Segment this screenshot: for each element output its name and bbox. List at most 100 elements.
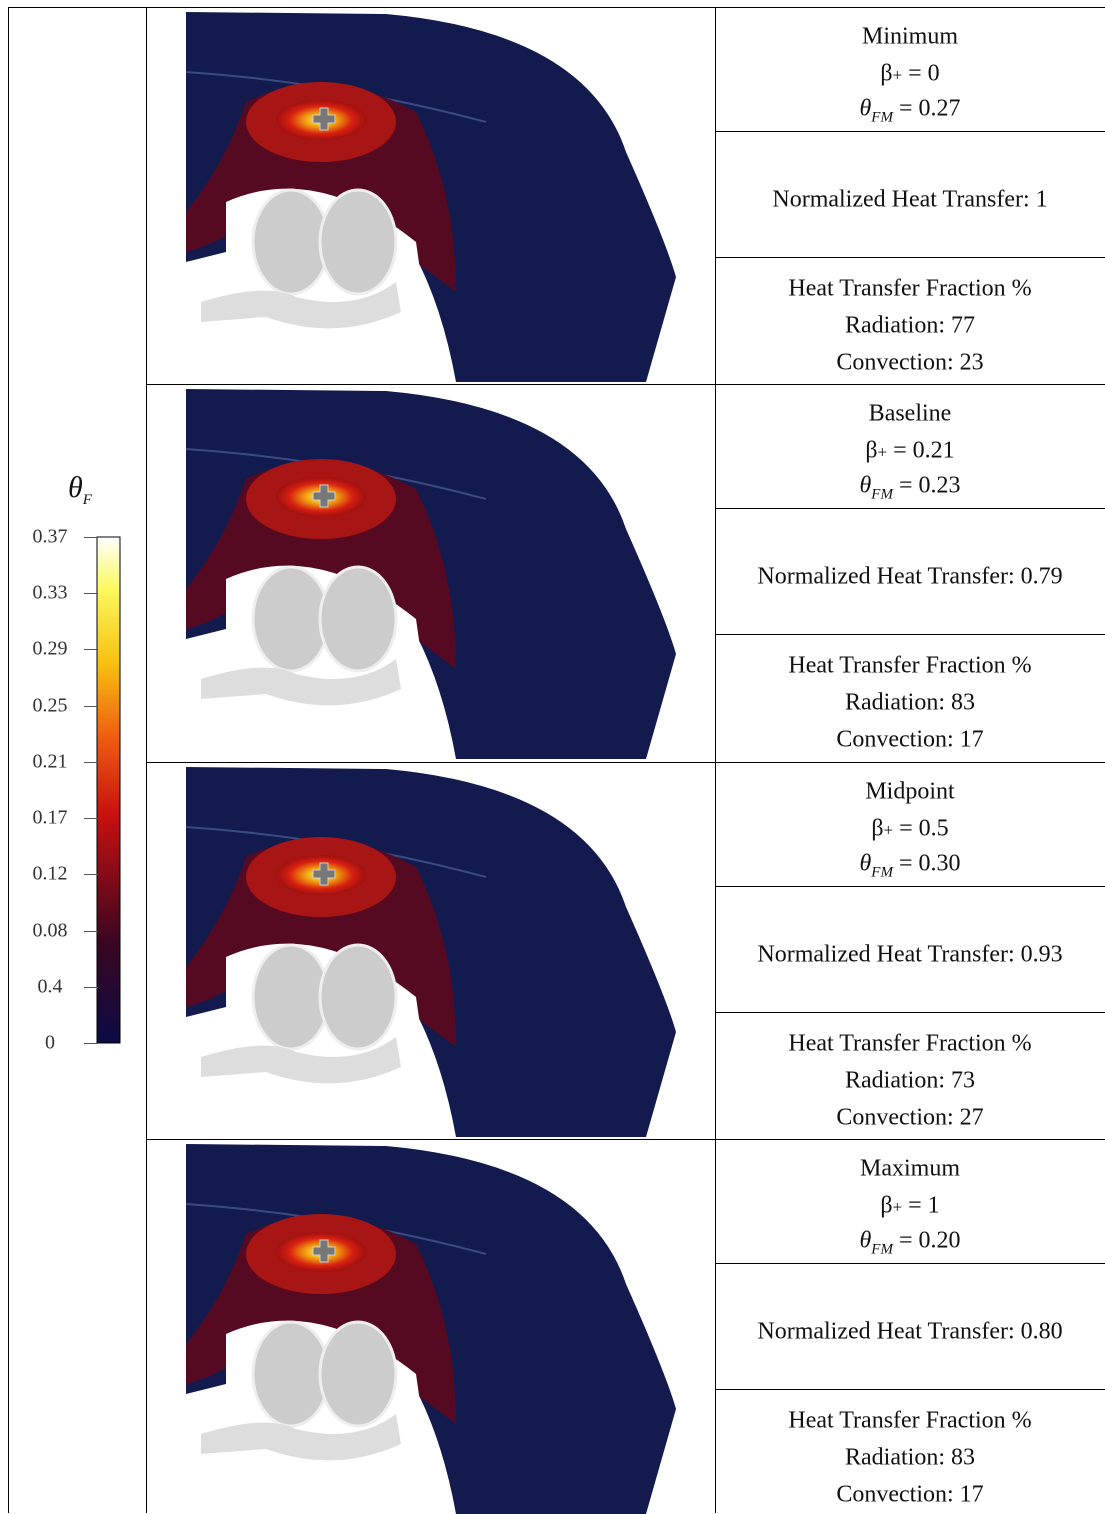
theta-line: θFM = 0.30 — [859, 850, 960, 881]
theta-symbol: θ — [859, 850, 872, 877]
equals: = — [893, 437, 907, 464]
radiation-line: Radiation: 77 — [845, 313, 975, 340]
equals: = — [898, 472, 913, 499]
beta-sub: + — [892, 65, 903, 85]
convection-line: Convection: 17 — [836, 1481, 983, 1508]
beta-line: β+ = 1 — [880, 1192, 939, 1219]
convection-label: Convection: — [836, 726, 954, 753]
colorbar-tick — [84, 593, 98, 595]
normalized-line: Normalized Heat Transfer: 0.79 — [757, 564, 1062, 591]
theta-sub: FM — [871, 109, 893, 126]
colorbar-tick-label: 0.29 — [32, 637, 68, 660]
radiation-label: Radiation: — [845, 1067, 945, 1094]
cell-border — [715, 885, 1105, 887]
colorbar-tick-label: 0.33 — [32, 581, 68, 604]
colorbar-tick — [84, 986, 98, 988]
normalized-label: Normalized Heat Transfer: — [757, 1318, 1015, 1345]
colorbar-tick — [84, 874, 98, 876]
normalized-label: Normalized Heat Transfer: — [772, 186, 1030, 213]
beta-value: 0.5 — [918, 815, 949, 842]
row-border — [146, 384, 1105, 386]
beta-symbol: β — [865, 437, 878, 464]
contour-image — [186, 1144, 676, 1514]
colorbar-tick-label: 0.12 — [32, 862, 68, 885]
beta-sub: + — [883, 820, 894, 840]
equals: = — [898, 1227, 913, 1254]
equals: = — [908, 1192, 922, 1219]
colorbar-tick — [84, 649, 98, 651]
theta-line: θFM = 0.23 — [859, 473, 960, 504]
cell-border — [715, 257, 1105, 258]
table-border — [715, 7, 716, 1513]
beta-symbol: β — [880, 1192, 893, 1219]
cell-border — [715, 1388, 1105, 1390]
theta-sub: FM — [871, 1241, 893, 1258]
normalized-value: 0.93 — [1020, 941, 1063, 968]
beta-line: β+ = 0.21 — [865, 438, 954, 465]
normalized-line: Normalized Heat Transfer: 1 — [772, 187, 1047, 214]
case-name: Baseline — [868, 400, 952, 427]
theta-symbol: θ — [859, 95, 872, 122]
beta-line: β+ = 0.5 — [871, 815, 948, 842]
colorbar-tick-label: 0.08 — [32, 919, 68, 942]
colorbar — [96, 536, 121, 1044]
contour-image — [186, 389, 676, 759]
radiation-value: 73 — [950, 1067, 975, 1094]
convection-line: Convection: 23 — [836, 350, 983, 377]
cell-border — [715, 634, 1105, 636]
equals: = — [898, 95, 913, 122]
beta-value: 1 — [927, 1192, 940, 1219]
theta-line: θFM = 0.27 — [859, 96, 960, 127]
colorbar-tick — [84, 1043, 98, 1044]
beta-line: β+ = 0 — [880, 61, 939, 88]
cell-border — [715, 1262, 1105, 1264]
fraction-title: Heat Transfer Fraction % — [788, 275, 1032, 302]
normalized-value: 0.80 — [1020, 1318, 1063, 1345]
colorbar-tick-label: 0.21 — [32, 750, 68, 773]
beta-value: 0 — [927, 60, 940, 87]
colorbar-tick — [84, 818, 98, 820]
cell-border — [715, 508, 1105, 510]
normalized-value: 1 — [1035, 186, 1048, 213]
convection-line: Convection: 17 — [836, 727, 983, 754]
radiation-value: 83 — [950, 689, 975, 716]
table-border — [8, 7, 1105, 8]
normalized-line: Normalized Heat Transfer: 0.93 — [757, 941, 1062, 968]
colorbar-tick — [84, 930, 98, 932]
radiation-label: Radiation: — [845, 312, 945, 339]
colorbar-tick — [84, 705, 98, 707]
convection-value: 17 — [959, 1481, 984, 1508]
theta-sub: FM — [871, 486, 893, 503]
colorbar-tick-label: 0.37 — [32, 525, 68, 548]
fraction-title: Heat Transfer Fraction % — [788, 1030, 1032, 1057]
beta-symbol: β — [880, 60, 893, 87]
equals: = — [899, 815, 913, 842]
radiation-value: 83 — [950, 1444, 975, 1471]
radiation-label: Radiation: — [845, 689, 945, 716]
convection-label: Convection: — [836, 1104, 954, 1131]
colorbar-tick — [84, 761, 98, 763]
theta-line: θFM = 0.20 — [859, 1227, 960, 1258]
case-name: Maximum — [860, 1155, 960, 1182]
colorbar-tick — [84, 537, 98, 538]
normalized-line: Normalized Heat Transfer: 0.80 — [757, 1318, 1062, 1345]
radiation-label: Radiation: — [845, 1444, 945, 1471]
normalized-value: 0.79 — [1020, 563, 1063, 590]
radiation-line: Radiation: 83 — [845, 1444, 975, 1471]
case-name: Minimum — [861, 23, 959, 50]
theta-value: 0.23 — [918, 472, 961, 499]
fraction-title: Heat Transfer Fraction % — [788, 652, 1032, 679]
contour-image — [186, 12, 676, 382]
theta-value: 0.27 — [918, 95, 961, 122]
colorbar-symbol: θ — [68, 471, 83, 504]
convection-value: 23 — [959, 349, 984, 376]
equals: = — [908, 60, 922, 87]
convection-line: Convection: 27 — [836, 1104, 983, 1131]
theta-symbol: θ — [859, 1227, 872, 1254]
contour-image — [186, 767, 676, 1137]
theta-sub: FM — [871, 863, 893, 880]
table-border — [146, 7, 147, 1513]
colorbar-tick-label: 0.4 — [37, 975, 63, 998]
table-border — [8, 7, 9, 1513]
